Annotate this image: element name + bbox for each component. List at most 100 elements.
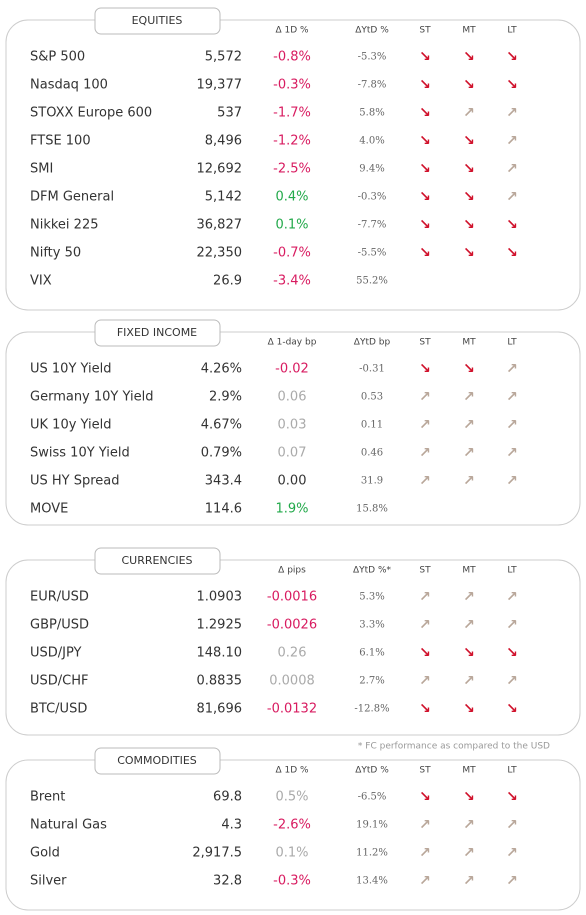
row-name: UK 10y Yield bbox=[30, 418, 112, 433]
section-title: FIXED INCOME bbox=[117, 326, 197, 339]
trend-arrow: ↗ bbox=[506, 845, 518, 861]
trend-arrow: ↘ bbox=[463, 217, 475, 233]
row-value: 69.8 bbox=[213, 790, 242, 805]
row-ytd: 0.11 bbox=[361, 420, 383, 431]
column-header: Δ 1D % bbox=[275, 26, 309, 36]
trend-arrow: ↗ bbox=[419, 673, 431, 689]
row-name: Swiss 10Y Yield bbox=[30, 446, 130, 461]
trend-arrow: ↗ bbox=[419, 845, 431, 861]
column-header: ST bbox=[419, 766, 431, 776]
row-change: 0.1% bbox=[275, 218, 308, 233]
row-change: 0.1% bbox=[275, 846, 308, 861]
row-ytd: 0.46 bbox=[361, 448, 383, 459]
row-change: 0.4% bbox=[275, 190, 308, 205]
row-ytd: -7.8% bbox=[358, 80, 387, 91]
row-change: -0.8% bbox=[273, 50, 311, 65]
trend-arrow: ↗ bbox=[419, 617, 431, 633]
row-change: 0.07 bbox=[278, 446, 307, 461]
trend-arrow: ↗ bbox=[506, 445, 518, 461]
trend-arrow: ↘ bbox=[506, 77, 518, 93]
row-name: USD/CHF bbox=[30, 674, 89, 689]
trend-arrow: ↘ bbox=[419, 77, 431, 93]
trend-arrow: ↘ bbox=[506, 701, 518, 717]
row-name: GBP/USD bbox=[30, 618, 89, 633]
trend-arrow: ↘ bbox=[506, 49, 518, 65]
row-name: Germany 10Y Yield bbox=[30, 390, 153, 405]
trend-arrow: ↗ bbox=[463, 873, 475, 889]
row-change: 0.06 bbox=[278, 390, 307, 405]
row-value: 1.0903 bbox=[197, 590, 243, 605]
trend-arrow: ↗ bbox=[463, 445, 475, 461]
section-tab bbox=[94, 319, 221, 347]
trend-arrow: ↘ bbox=[463, 361, 475, 377]
column-header: Δ pips bbox=[278, 566, 306, 576]
column-header: ST bbox=[419, 338, 431, 348]
trend-arrow: ↗ bbox=[463, 473, 475, 489]
trend-arrow: ↗ bbox=[506, 673, 518, 689]
footnote: * FC performance as compared to the USD bbox=[358, 742, 550, 752]
trend-arrow: ↗ bbox=[506, 389, 518, 405]
trend-arrow: ↘ bbox=[419, 189, 431, 205]
trend-arrow: ↘ bbox=[506, 245, 518, 261]
row-value: 32.8 bbox=[213, 874, 242, 889]
row-name: EUR/USD bbox=[30, 590, 89, 605]
row-ytd: 13.4% bbox=[356, 876, 388, 887]
row-value: 22,350 bbox=[197, 246, 243, 261]
row-value: 5,572 bbox=[205, 50, 242, 65]
row-change: 0.00 bbox=[278, 474, 307, 489]
row-name: Natural Gas bbox=[30, 818, 107, 833]
row-name: STOXX Europe 600 bbox=[30, 106, 152, 121]
row-change: -0.3% bbox=[273, 874, 311, 889]
row-value: 2.9% bbox=[209, 390, 242, 405]
trend-arrow: ↘ bbox=[419, 789, 431, 805]
trend-arrow: ↗ bbox=[463, 817, 475, 833]
trend-arrow: ↘ bbox=[463, 133, 475, 149]
trend-arrow: ↗ bbox=[463, 617, 475, 633]
row-ytd: -0.3% bbox=[358, 192, 387, 203]
row-value: 0.8835 bbox=[197, 674, 243, 689]
column-header: ΔYtD % bbox=[355, 766, 389, 776]
row-ytd: 4.0% bbox=[359, 136, 384, 147]
trend-arrow: ↘ bbox=[419, 133, 431, 149]
row-value: 148.10 bbox=[197, 646, 243, 661]
trend-arrow: ↗ bbox=[506, 417, 518, 433]
trend-arrow: ↘ bbox=[506, 789, 518, 805]
row-value: 0.79% bbox=[201, 446, 242, 461]
row-name: Gold bbox=[30, 846, 60, 861]
section-title: COMMODITIES bbox=[117, 754, 197, 767]
section-tab bbox=[94, 7, 221, 35]
row-name: US HY Spread bbox=[30, 474, 120, 489]
trend-arrow: ↗ bbox=[506, 473, 518, 489]
trend-arrow: ↗ bbox=[463, 389, 475, 405]
column-header: LT bbox=[507, 766, 517, 776]
trend-arrow: ↘ bbox=[506, 645, 518, 661]
trend-arrow: ↗ bbox=[463, 589, 475, 605]
row-change: -3.4% bbox=[273, 274, 311, 289]
row-ytd: -12.8% bbox=[354, 704, 389, 715]
trend-arrow: ↗ bbox=[506, 817, 518, 833]
column-header: LT bbox=[507, 338, 517, 348]
trend-arrow: ↘ bbox=[419, 49, 431, 65]
trend-arrow: ↗ bbox=[419, 873, 431, 889]
row-ytd: 5.3% bbox=[359, 592, 384, 603]
row-change: 0.03 bbox=[278, 418, 307, 433]
trend-arrow: ↗ bbox=[419, 417, 431, 433]
column-header: MT bbox=[462, 26, 476, 36]
row-name: Nasdaq 100 bbox=[30, 78, 108, 93]
trend-arrow: ↗ bbox=[463, 673, 475, 689]
trend-arrow: ↘ bbox=[463, 77, 475, 93]
row-name: VIX bbox=[30, 274, 52, 289]
trend-arrow: ↗ bbox=[506, 589, 518, 605]
row-ytd: 9.4% bbox=[359, 164, 384, 175]
trend-arrow: ↗ bbox=[419, 445, 431, 461]
row-change: 0.5% bbox=[275, 790, 308, 805]
row-value: 8,496 bbox=[205, 134, 242, 149]
column-header: LT bbox=[507, 566, 517, 576]
trend-arrow: ↘ bbox=[463, 701, 475, 717]
row-change: -2.6% bbox=[273, 818, 311, 833]
trend-arrow: ↗ bbox=[463, 105, 475, 121]
section-box bbox=[5, 19, 581, 311]
section-box bbox=[5, 559, 581, 736]
trend-arrow: ↗ bbox=[419, 473, 431, 489]
